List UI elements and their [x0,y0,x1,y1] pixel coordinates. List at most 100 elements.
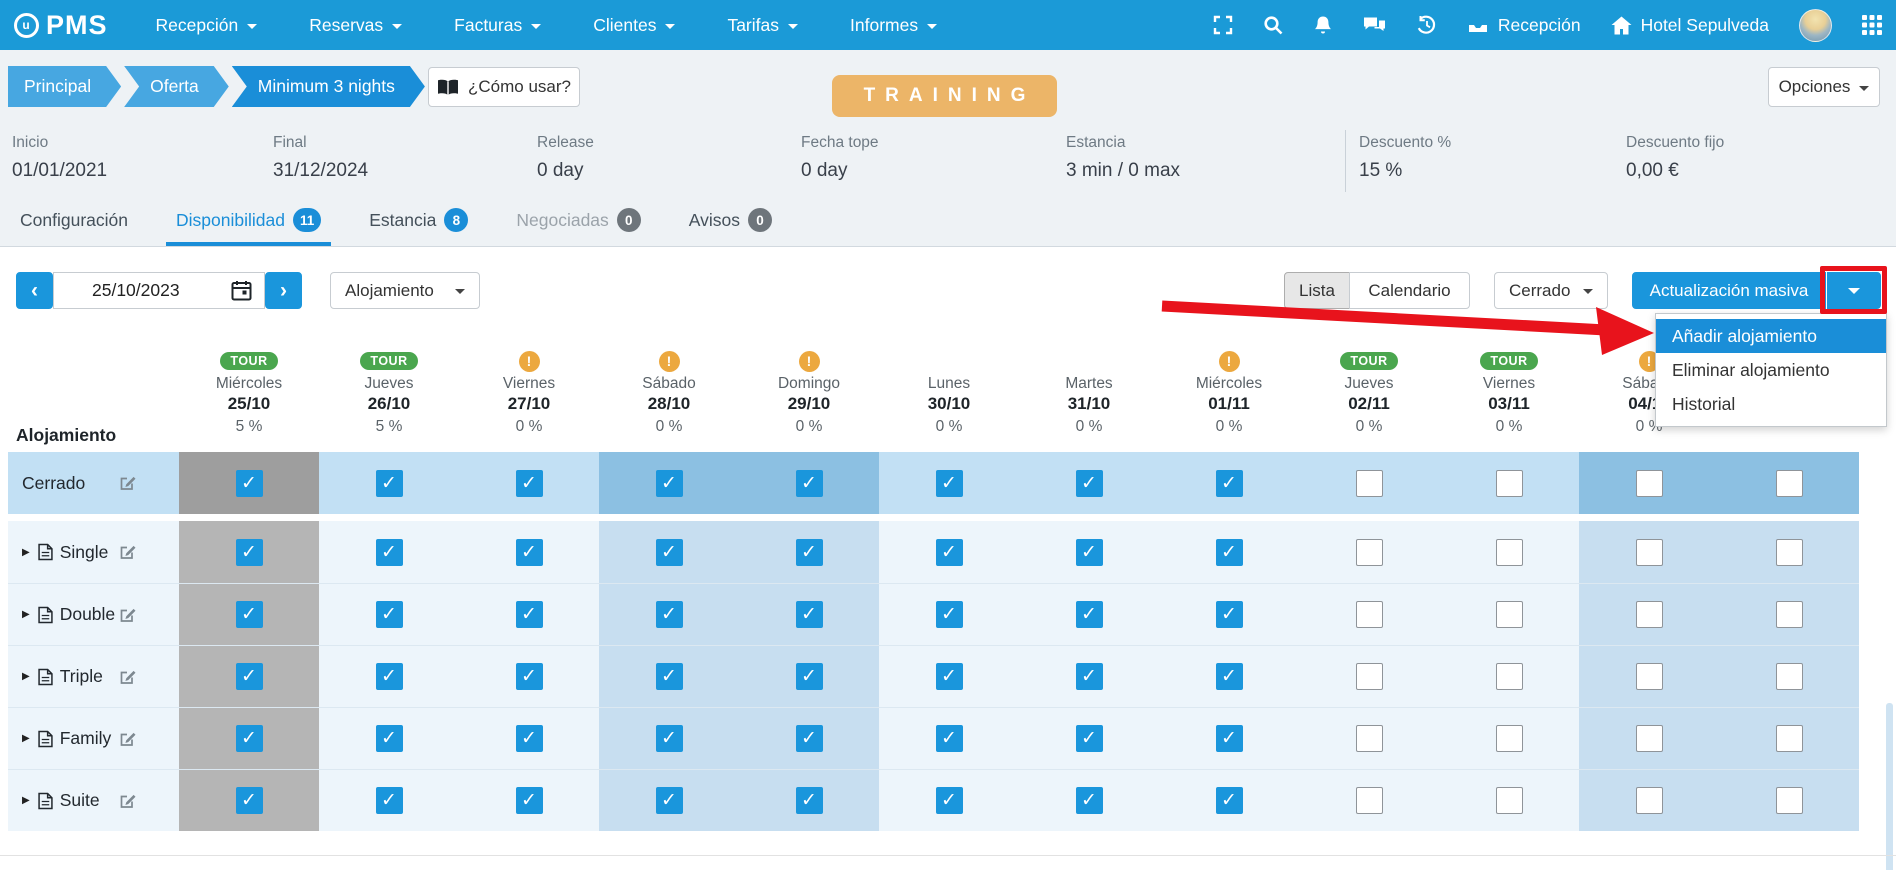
tab-3[interactable]: Estancia 8 [365,208,472,246]
availability-checkbox[interactable] [1495,601,1523,628]
date-input[interactable]: 25/10/2023 [53,272,265,309]
availability-checkbox[interactable] [935,787,963,814]
breadcrumb-item-3[interactable]: Minimum 3 nights [232,66,425,107]
menu-item-1[interactable]: Recepción [156,15,258,36]
availability-checkbox[interactable] [1775,787,1803,814]
availability-checkbox[interactable] [1495,787,1523,814]
availability-checkbox[interactable] [375,787,403,814]
menu-item-5[interactable]: Tarifas [727,15,798,36]
como-usar-button[interactable]: ¿Cómo usar? [428,67,580,107]
fullscreen-icon[interactable] [1213,15,1233,35]
availability-checkbox[interactable] [515,601,543,628]
menu-item-1[interactable]: Añadir alojamiento [1656,319,1886,353]
tab-4[interactable]: Negociadas 0 [512,208,644,246]
availability-checkbox[interactable] [1355,787,1383,814]
table-scrollbar[interactable] [1886,703,1893,870]
tab-2[interactable]: Disponibilidad 11 [165,208,332,246]
availability-checkbox[interactable] [1215,601,1243,628]
edit-button[interactable] [118,605,137,624]
edit-button[interactable] [118,543,137,562]
search-icon[interactable] [1263,15,1283,35]
edit-button[interactable] [118,667,137,686]
menu-item-6[interactable]: Informes [850,15,938,36]
availability-checkbox[interactable] [235,663,263,690]
expand-icon[interactable]: ▶ [22,671,30,682]
hotel-shortcut[interactable]: Hotel Sepulveda [1611,15,1769,36]
availability-checkbox[interactable] [1355,538,1383,566]
menu-item-2[interactable]: Reservas [309,15,403,36]
availability-checkbox[interactable] [795,538,823,566]
availability-checkbox[interactable] [1355,469,1383,497]
availability-checkbox[interactable] [1495,538,1523,566]
availability-checkbox[interactable] [655,538,683,566]
app-logo[interactable]: u PMS [14,10,108,41]
availability-checkbox[interactable] [375,538,403,566]
availability-checkbox[interactable] [1215,663,1243,690]
edit-button[interactable] [118,729,137,748]
availability-checkbox[interactable] [1075,601,1103,628]
availability-checkbox[interactable] [515,725,543,752]
availability-checkbox[interactable] [1635,663,1663,690]
availability-checkbox[interactable] [515,787,543,814]
opciones-button[interactable]: Opciones [1768,67,1880,107]
view-lista-button[interactable]: Lista [1284,272,1350,309]
availability-checkbox[interactable] [1355,663,1383,690]
availability-checkbox[interactable] [795,601,823,628]
availability-checkbox[interactable] [935,663,963,690]
breadcrumb-item-2[interactable]: Oferta [124,66,229,107]
prev-date-button[interactable]: ‹ [16,272,53,309]
menu-item-2[interactable]: Eliminar alojamiento [1672,359,1830,380]
availability-checkbox[interactable] [1495,663,1523,690]
menu-item-4[interactable]: Clientes [593,15,676,36]
availability-checkbox[interactable] [1215,538,1243,566]
notifications-bell-icon[interactable] [1313,15,1333,36]
availability-checkbox[interactable] [1775,538,1803,566]
availability-checkbox[interactable] [795,725,823,752]
availability-checkbox[interactable] [1075,787,1103,814]
availability-checkbox[interactable] [1775,725,1803,752]
availability-checkbox[interactable] [935,725,963,752]
availability-checkbox[interactable] [375,725,403,752]
availability-checkbox[interactable] [1635,787,1663,814]
availability-checkbox[interactable] [655,469,683,497]
availability-checkbox[interactable] [515,469,543,497]
availability-checkbox[interactable] [1075,663,1103,690]
expand-icon[interactable]: ▶ [22,795,30,806]
availability-checkbox[interactable] [655,725,683,752]
availability-checkbox[interactable] [1495,725,1523,752]
availability-checkbox[interactable] [795,663,823,690]
availability-checkbox[interactable] [935,469,963,497]
availability-checkbox[interactable] [1775,601,1803,628]
availability-checkbox[interactable] [235,787,263,814]
availability-checkbox[interactable] [935,538,963,566]
reception-shortcut[interactable]: Recepción [1467,15,1581,36]
user-avatar[interactable] [1799,8,1832,42]
availability-checkbox[interactable] [1215,469,1243,497]
availability-checkbox[interactable] [235,538,263,566]
availability-checkbox[interactable] [795,469,823,497]
cerrado-dropdown[interactable]: Cerrado [1494,272,1608,309]
availability-checkbox[interactable] [235,725,263,752]
availability-checkbox[interactable] [375,663,403,690]
availability-checkbox[interactable] [1775,663,1803,690]
availability-checkbox[interactable] [1075,469,1103,497]
tab-1[interactable]: Configuración [16,208,132,246]
availability-checkbox[interactable] [1075,538,1103,566]
history-icon[interactable] [1416,15,1437,35]
availability-checkbox[interactable] [1635,538,1663,566]
availability-checkbox[interactable] [935,601,963,628]
availability-checkbox[interactable] [655,601,683,628]
expand-icon[interactable]: ▶ [22,609,30,620]
availability-checkbox[interactable] [1495,469,1523,497]
availability-checkbox[interactable] [1635,725,1663,752]
actualizacion-masiva-caret-button[interactable] [1827,272,1881,309]
availability-checkbox[interactable] [1075,725,1103,752]
availability-checkbox[interactable] [235,601,263,628]
availability-checkbox[interactable] [1635,601,1663,628]
availability-checkbox[interactable] [795,787,823,814]
availability-checkbox[interactable] [1635,469,1663,497]
expand-icon[interactable]: ▶ [22,546,30,558]
availability-checkbox[interactable] [1775,469,1803,497]
expand-icon[interactable]: ▶ [22,733,30,744]
alojamiento-dropdown[interactable]: Alojamiento [330,272,480,309]
